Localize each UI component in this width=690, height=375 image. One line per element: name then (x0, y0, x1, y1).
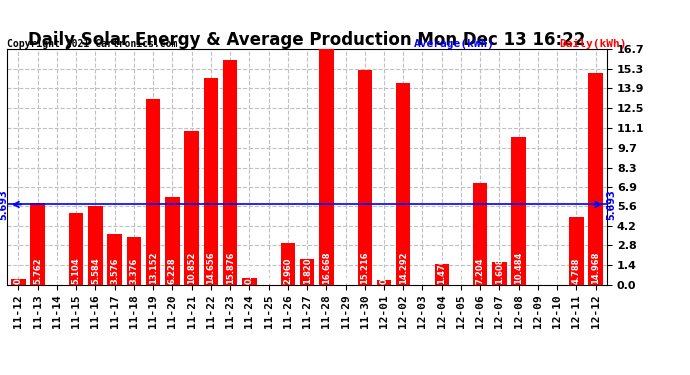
Text: 0.000: 0.000 (533, 258, 542, 284)
Bar (281, 243, 295, 285)
Text: 3.576: 3.576 (110, 257, 119, 284)
Text: 14.968: 14.968 (591, 252, 600, 284)
Text: 0.000: 0.000 (264, 258, 273, 284)
Text: 13.152: 13.152 (148, 251, 157, 284)
Text: 6.228: 6.228 (168, 257, 177, 284)
Text: 3.376: 3.376 (130, 258, 139, 284)
Bar (319, 49, 333, 285)
Text: 0.000: 0.000 (457, 258, 466, 284)
Bar (146, 99, 160, 285)
Text: 0.000: 0.000 (52, 258, 61, 284)
Title: Daily Solar Energy & Average Production Mon Dec 13 16:22: Daily Solar Energy & Average Production … (28, 31, 586, 49)
Text: 0.000: 0.000 (418, 258, 427, 284)
Bar (69, 213, 83, 285)
Bar (569, 217, 584, 285)
Text: 0.404: 0.404 (14, 257, 23, 284)
Text: 0.468: 0.468 (245, 257, 254, 284)
Text: Daily(kWh): Daily(kWh) (559, 39, 627, 50)
Text: 0.000: 0.000 (341, 258, 350, 284)
Text: 1.820: 1.820 (302, 257, 312, 284)
Bar (11, 279, 26, 285)
Text: 1.476: 1.476 (437, 257, 446, 284)
Text: 4.788: 4.788 (572, 258, 581, 284)
Bar (242, 278, 257, 285)
Bar (377, 280, 391, 285)
Text: Copyright 2021 Cartronics.com: Copyright 2021 Cartronics.com (7, 39, 177, 50)
Bar (223, 60, 237, 285)
Bar (511, 136, 526, 285)
Text: 14.656: 14.656 (206, 251, 215, 284)
Text: 5.104: 5.104 (72, 257, 81, 284)
Bar (127, 237, 141, 285)
Text: 10.852: 10.852 (187, 252, 196, 284)
Text: 2.960: 2.960 (284, 257, 293, 284)
Bar (184, 132, 199, 285)
Bar (357, 70, 372, 285)
Bar (435, 264, 449, 285)
Bar (473, 183, 487, 285)
Text: 1.608: 1.608 (495, 257, 504, 284)
Text: 0.000: 0.000 (553, 258, 562, 284)
Text: 5.762: 5.762 (33, 257, 42, 284)
Bar (589, 73, 603, 285)
Bar (165, 197, 179, 285)
Bar (108, 234, 122, 285)
Bar (204, 78, 218, 285)
Text: 7.204: 7.204 (475, 257, 484, 284)
Bar (30, 204, 45, 285)
Bar (396, 83, 411, 285)
Text: 5.693: 5.693 (0, 189, 8, 220)
Text: 0.372: 0.372 (380, 258, 388, 284)
Text: Average(kWh): Average(kWh) (414, 39, 495, 50)
Text: 16.668: 16.668 (322, 251, 331, 284)
Text: 5.584: 5.584 (91, 257, 100, 284)
Text: 5.693: 5.693 (607, 189, 616, 220)
Text: 14.292: 14.292 (399, 251, 408, 284)
Text: 15.876: 15.876 (226, 252, 235, 284)
Text: 15.216: 15.216 (360, 251, 369, 284)
Bar (492, 262, 506, 285)
Bar (88, 206, 103, 285)
Text: 10.484: 10.484 (514, 252, 523, 284)
Bar (300, 259, 314, 285)
